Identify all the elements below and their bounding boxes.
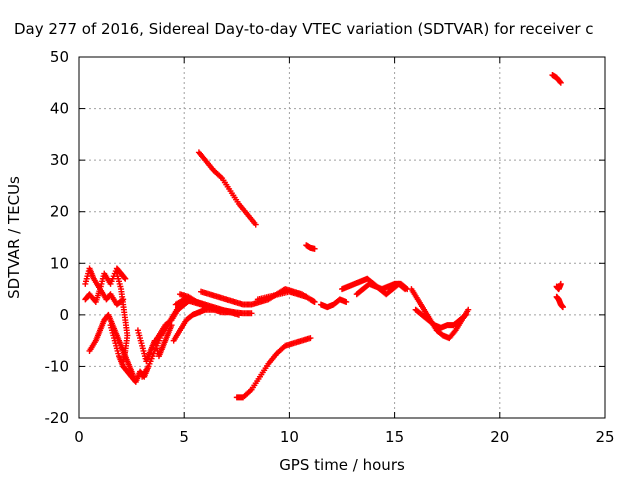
data-point [307, 335, 314, 342]
data-point [122, 275, 129, 282]
data-points [82, 72, 566, 401]
y-tick-label: -20 [45, 409, 70, 427]
data-point [462, 312, 469, 319]
x-tick-label: 0 [74, 428, 84, 446]
x-axis-label: GPS time / hours [279, 456, 405, 474]
data-point [557, 280, 564, 287]
data-point [311, 298, 318, 305]
data-point [252, 221, 259, 228]
data-point [227, 309, 234, 316]
data-point [463, 311, 470, 318]
x-tick-label: 15 [385, 428, 404, 446]
y-tick-label: 40 [50, 100, 69, 118]
x-tick-label: 10 [280, 428, 299, 446]
y-axis-label: SDTVAR / TECUs [5, 176, 23, 299]
y-tick-label: 10 [50, 254, 69, 272]
y-tick-label: 50 [50, 48, 69, 66]
x-tick-label: 20 [490, 428, 509, 446]
data-point [248, 310, 255, 317]
data-point [451, 328, 458, 335]
y-tick-label: 30 [50, 151, 69, 169]
y-tick-label: 0 [59, 306, 69, 324]
data-point [201, 155, 208, 162]
data-point [559, 304, 566, 311]
x-tick-label: 25 [595, 428, 614, 446]
x-tick-label: 5 [179, 428, 189, 446]
data-point [557, 79, 564, 86]
data-point [311, 245, 318, 252]
ticks: 0 5 10 15 20 25 -20 -10 0 10 20 30 40 50 [45, 48, 615, 446]
data-point [403, 285, 410, 292]
data-point [557, 78, 564, 85]
y-tick-label: 20 [50, 203, 69, 221]
data-point [465, 306, 472, 313]
data-point [303, 293, 310, 300]
data-point [121, 274, 128, 281]
grid [79, 57, 605, 418]
plot-frame [78, 56, 606, 419]
y-tick-label: -10 [45, 357, 70, 375]
data-point [343, 298, 350, 305]
chart-title: Day 277 of 2016, Sidereal Day-to-day VTE… [14, 20, 594, 38]
